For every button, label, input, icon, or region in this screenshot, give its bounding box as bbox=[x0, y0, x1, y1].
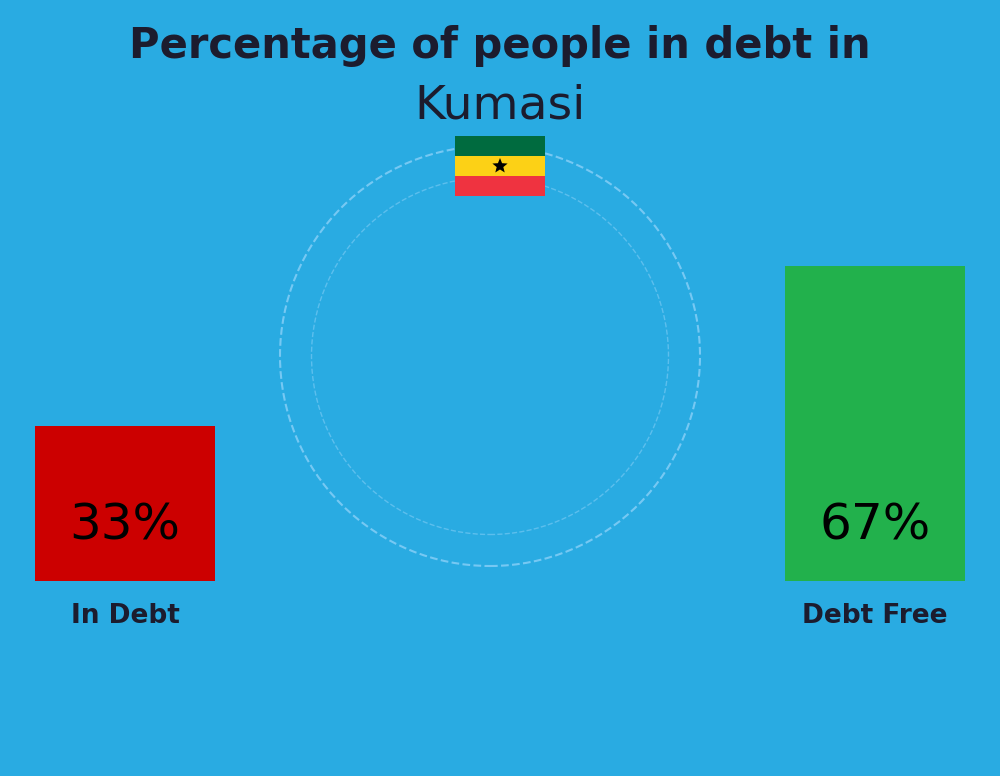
FancyBboxPatch shape bbox=[455, 156, 545, 176]
Text: Kumasi: Kumasi bbox=[414, 84, 586, 129]
Text: 67%: 67% bbox=[819, 502, 931, 550]
Polygon shape bbox=[492, 158, 508, 172]
FancyBboxPatch shape bbox=[455, 176, 545, 196]
Text: Percentage of people in debt in: Percentage of people in debt in bbox=[129, 25, 871, 67]
FancyBboxPatch shape bbox=[35, 426, 215, 581]
Text: 33%: 33% bbox=[70, 502, 180, 550]
FancyBboxPatch shape bbox=[785, 266, 965, 581]
Text: In Debt: In Debt bbox=[71, 603, 179, 629]
FancyBboxPatch shape bbox=[455, 136, 545, 156]
Text: Debt Free: Debt Free bbox=[802, 603, 948, 629]
